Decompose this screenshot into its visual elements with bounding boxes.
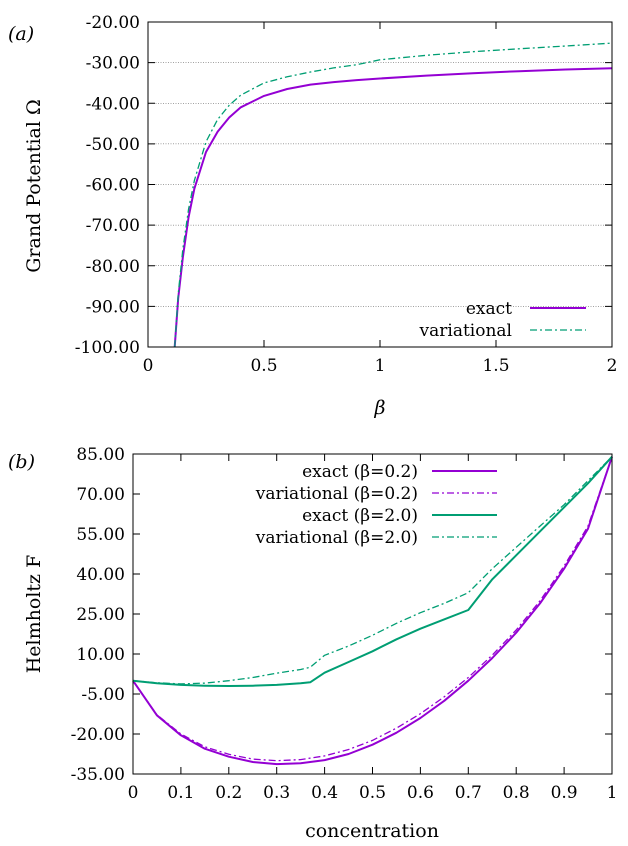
panel-a-y-axis: -100.00 -90.00 -80.00 -70.00 -60.00 -50.00 -40… <box>75 13 612 358</box>
panel-b-ylabel: Helmholtz F <box>23 555 45 674</box>
x-tick-label: 1.5 <box>482 356 509 376</box>
y-tick-label: -100.00 <box>75 338 140 358</box>
panel-b-frame <box>132 453 613 775</box>
panel-a-grid <box>148 62 612 307</box>
panel-a-label: (a) <box>8 23 34 45</box>
x-tick-label: 0.5 <box>359 783 386 803</box>
y-tick-label: -35.00 <box>71 765 125 785</box>
y-tick-label: -60.00 <box>86 176 140 196</box>
x-tick-label: 2 <box>607 356 618 376</box>
y-tick-label: 25.00 <box>76 605 125 625</box>
y-tick-label: -5.00 <box>81 685 125 705</box>
y-tick-label: -30.00 <box>86 54 140 74</box>
y-tick-label: 40.00 <box>76 565 125 585</box>
x-tick-label: 0 <box>128 783 139 803</box>
legend-label-exact-2-0: exact (β=2.0) <box>302 506 418 526</box>
panel-a-series <box>173 42 613 348</box>
y-tick-label: 70.00 <box>76 485 125 505</box>
y-tick-label: 85.00 <box>76 445 125 465</box>
x-tick-label: 0.7 <box>455 783 482 803</box>
panel-b-label: (b) <box>8 451 35 473</box>
y-tick-label: -40.00 <box>86 94 140 114</box>
y-tick-label: 10.00 <box>76 645 125 665</box>
x-tick-label: 1 <box>607 783 618 803</box>
series-line-exact <box>173 67 613 348</box>
panel-a-ylabel: Grand Potential Ω <box>23 99 45 273</box>
panel-b-legend: exact (β=0.2)variational (β=0.2)exact (β… <box>255 462 497 548</box>
x-tick-label: 0.5 <box>250 356 277 376</box>
y-tick-label: -90.00 <box>86 297 140 317</box>
panel-b-x-axis: 0 0.1 0.2 0.3 0.4 0.5 0.6 0.7 0.8 0.9 1 <box>128 454 618 803</box>
legend-label-variational-0-2: variational (β=0.2) <box>255 484 418 504</box>
y-tick-label: 55.00 <box>76 525 125 545</box>
y-tick-label: -50.00 <box>86 135 140 155</box>
panel-a-grand-potential: (a) -100.00 -90.00 -80.00 -70.00 -60.00 -50.0… <box>8 13 617 419</box>
panel-a-x-axis: 0 0.5 1 1.5 2 <box>143 22 618 376</box>
series-line-variational-2-0 <box>132 456 613 685</box>
series-line-exact-2-0 <box>132 456 613 687</box>
series-line-variational <box>174 42 613 348</box>
y-tick-label: -20.00 <box>86 13 140 33</box>
y-tick-label: -20.00 <box>71 725 125 745</box>
legend-label-variational: variational <box>419 321 512 341</box>
panel-b-series <box>132 456 613 766</box>
panel-a-xlabel: β <box>374 397 386 419</box>
x-tick-label: 1 <box>375 356 386 376</box>
legend-label-exact-0-2: exact (β=0.2) <box>302 462 418 482</box>
x-tick-label: 0.2 <box>215 783 242 803</box>
series-line-exact-0-2 <box>132 456 613 766</box>
x-tick-label: 0.3 <box>263 783 290 803</box>
x-tick-label: 0.8 <box>503 783 530 803</box>
y-tick-label: -70.00 <box>86 216 140 236</box>
panel-b-helmholtz: (b) -35.00 -20.00 -5.00 10.00 25.00 40.00 55.0… <box>8 445 617 842</box>
x-tick-label: 0.4 <box>311 783 338 803</box>
x-tick-label: 0.9 <box>551 783 578 803</box>
panel-b-xlabel: concentration <box>305 820 439 842</box>
y-tick-label: -80.00 <box>86 257 140 277</box>
x-tick-label: 0.1 <box>167 783 194 803</box>
x-tick-label: 0 <box>143 356 154 376</box>
panel-b-y-axis: -35.00 -20.00 -5.00 10.00 25.00 40.00 55.00 70.… <box>71 445 612 785</box>
legend-label-exact: exact <box>466 299 512 319</box>
x-tick-label: 0.6 <box>407 783 434 803</box>
series-line-variational-0-2 <box>132 456 613 762</box>
legend-label-variational-2-0: variational (β=2.0) <box>255 528 418 548</box>
panel-a-frame <box>147 21 613 348</box>
